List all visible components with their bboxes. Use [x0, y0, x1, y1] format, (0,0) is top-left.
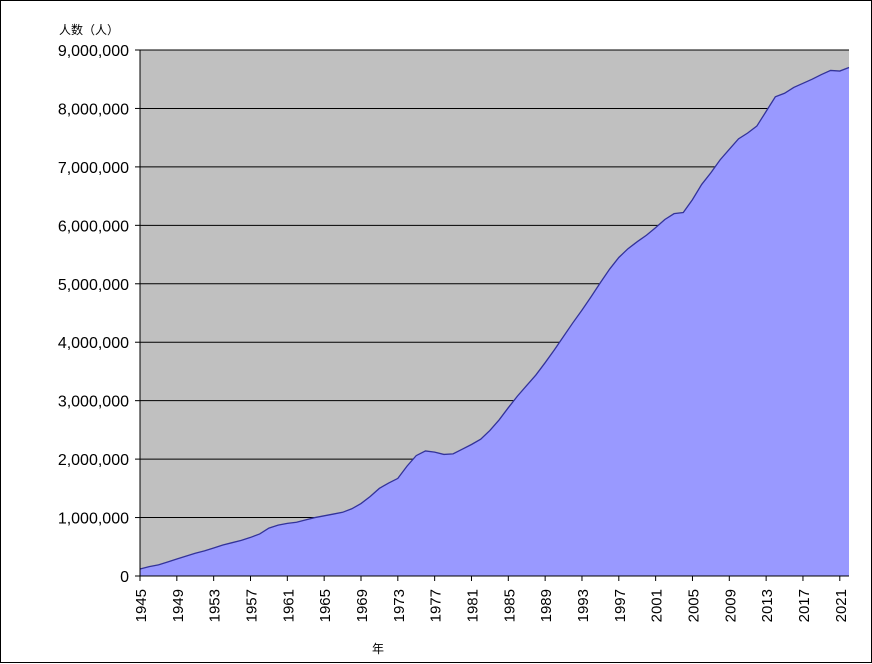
x-tick-label: 2001: [649, 589, 666, 622]
x-tick-label: 1969: [354, 589, 371, 622]
x-tick-label: 1985: [501, 589, 518, 622]
y-tick-label: 3,000,000: [58, 394, 129, 411]
x-tick-label: 1949: [170, 589, 187, 622]
x-tick-label: 1957: [243, 589, 260, 622]
x-tick-label: 2009: [722, 589, 739, 622]
y-tick-label: 0: [120, 569, 129, 586]
x-tick-label: 1997: [612, 589, 629, 622]
x-tick-label: 2013: [759, 589, 776, 622]
y-tick-label: 2,000,000: [58, 452, 129, 469]
x-tick-label: 2017: [796, 589, 813, 622]
y-tick-label: 7,000,000: [58, 160, 129, 177]
x-tick-label: 1993: [575, 589, 592, 622]
x-tick-label: 1977: [428, 589, 445, 622]
y-tick-label: 9,000,000: [58, 43, 129, 60]
y-axis-title: 人数（人）: [59, 22, 119, 37]
x-tick-label: 1973: [391, 589, 408, 622]
x-tick-label: 2021: [833, 589, 850, 622]
x-tick-label: 1965: [317, 589, 334, 622]
y-tick-label: 5,000,000: [58, 277, 129, 294]
x-tick-label: 1961: [280, 589, 297, 622]
x-axis-title: 年: [372, 642, 384, 656]
y-tick-label: 1,000,000: [58, 511, 129, 528]
x-tick-label: 1953: [207, 589, 224, 622]
y-tick-label: 8,000,000: [58, 101, 129, 118]
y-tick-label: 4,000,000: [58, 335, 129, 352]
x-tick-label: 1981: [464, 589, 481, 622]
area-series-outline: [139, 66, 850, 570]
x-tick-label: 2005: [685, 589, 702, 622]
x-axis-ticks: 1945 1949 1953 1957 1961 1965 1969 1973 1977 1981…: [133, 576, 850, 622]
area-series: [140, 67, 849, 576]
y-tick-label: 6,000,000: [58, 218, 129, 235]
y-axis-ticks: 0 1,000,000 2,000,000 3,000,000 4,000,000 5,0…: [58, 43, 140, 586]
x-tick-label: 1989: [538, 589, 555, 622]
x-tick-label: 1945: [133, 589, 150, 622]
